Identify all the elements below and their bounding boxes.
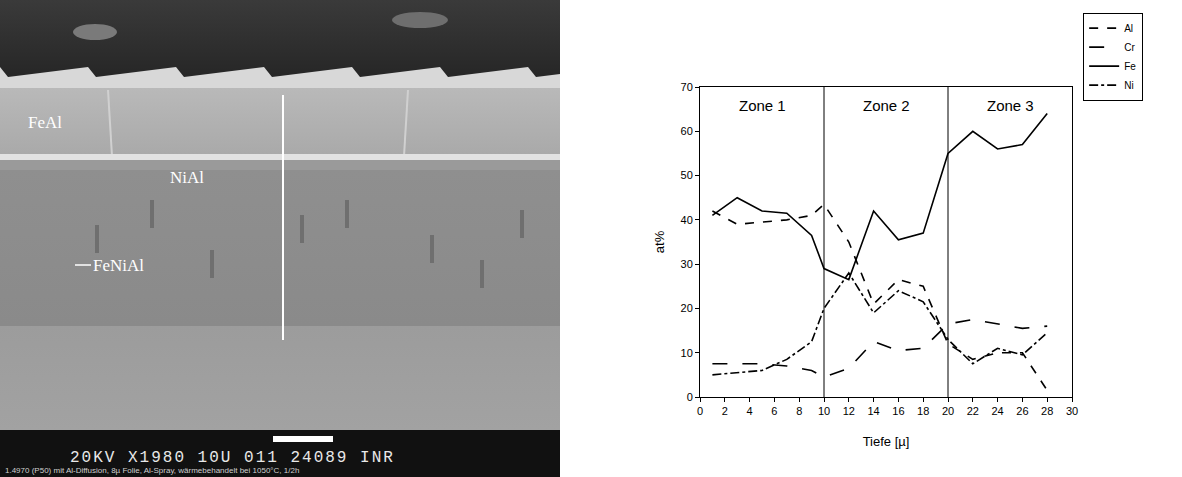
- svg-text:20: 20: [942, 405, 954, 417]
- svg-text:8: 8: [796, 405, 802, 417]
- svg-text:70: 70: [681, 81, 693, 93]
- svg-text:4: 4: [747, 405, 753, 417]
- svg-text:20: 20: [681, 302, 693, 314]
- svg-text:26: 26: [1016, 405, 1028, 417]
- svg-text:Fe: Fe: [1124, 61, 1136, 72]
- svg-text:Tiefe [µ]: Tiefe [µ]: [863, 434, 910, 449]
- svg-text:24: 24: [991, 405, 1003, 417]
- svg-text:NiAl: NiAl: [170, 168, 204, 187]
- svg-text:30: 30: [681, 258, 693, 270]
- svg-text:Cr: Cr: [1124, 42, 1135, 53]
- svg-text:14: 14: [867, 405, 879, 417]
- svg-text:10: 10: [818, 405, 830, 417]
- svg-text:Zone 3: Zone 3: [987, 97, 1034, 114]
- svg-text:16: 16: [892, 405, 904, 417]
- svg-text:Zone 1: Zone 1: [739, 97, 786, 114]
- svg-text:0: 0: [697, 405, 703, 417]
- svg-text:0: 0: [687, 391, 693, 403]
- svg-text:50: 50: [681, 169, 693, 181]
- svg-text:Ni: Ni: [1124, 80, 1133, 91]
- svg-text:at%: at%: [652, 230, 667, 253]
- svg-text:40: 40: [681, 214, 693, 226]
- svg-text:28: 28: [1041, 405, 1053, 417]
- svg-text:2: 2: [722, 405, 728, 417]
- svg-text:Zone 2: Zone 2: [863, 97, 910, 114]
- svg-text:1.4970 (P50) mit Al-Diffusion,: 1.4970 (P50) mit Al-Diffusion, 8µ Folie,…: [5, 466, 299, 475]
- svg-text:Al: Al: [1124, 23, 1133, 34]
- svg-text:10: 10: [681, 347, 693, 359]
- svg-text:6: 6: [771, 405, 777, 417]
- svg-text:12: 12: [843, 405, 855, 417]
- svg-text:20KV X1980 10U 011 24089 INR: 20KV X1980 10U 011 24089 INR: [70, 449, 395, 467]
- svg-text:18: 18: [917, 405, 929, 417]
- svg-text:FeNiAl: FeNiAl: [93, 256, 144, 275]
- svg-text:30: 30: [1066, 405, 1078, 417]
- svg-text:FeAl: FeAl: [28, 113, 62, 132]
- svg-text:60: 60: [681, 125, 693, 137]
- svg-text:22: 22: [967, 405, 979, 417]
